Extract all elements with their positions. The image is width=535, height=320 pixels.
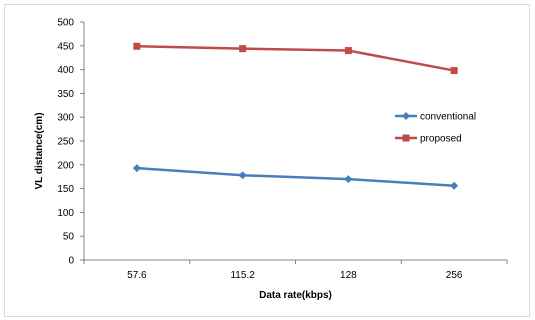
legend-item-proposed: proposed	[395, 134, 462, 145]
legend-marker	[402, 112, 410, 120]
chart-frame	[4, 4, 530, 317]
conventional-point	[132, 164, 141, 173]
legend-marker	[402, 134, 410, 142]
y-tick-label: 350	[57, 89, 74, 100]
legend-label: conventional	[420, 112, 476, 123]
y-tick-label: 200	[57, 160, 74, 171]
series-lines	[132, 42, 459, 190]
y-tick-label: 250	[57, 137, 74, 148]
y-tick-label: 50	[63, 232, 75, 243]
series-proposed	[133, 42, 458, 75]
x-axis-title: Data rate(kbps)	[259, 290, 332, 301]
conventional-point	[238, 171, 247, 180]
proposed-point	[450, 67, 458, 75]
y-tick-label: 300	[57, 113, 74, 124]
y-tick-label: 0	[68, 256, 74, 267]
legend-item-conventional: conventional	[395, 112, 476, 123]
y-tick-label: 150	[57, 184, 74, 195]
x-tick-label: 57.6	[127, 270, 147, 281]
legend: conventional proposed	[395, 112, 476, 145]
conventional-point	[344, 175, 353, 184]
series-conventional	[132, 164, 459, 190]
x-axis: 57.6 115.2 128 256	[83, 259, 508, 281]
conventional-line	[136, 166, 455, 187]
y-tick-label: 450	[57, 41, 74, 52]
legend-label: proposed	[420, 134, 462, 145]
x-tick-label: 115.2	[230, 270, 255, 281]
x-tick-label: 256	[446, 270, 463, 281]
proposed-point	[133, 42, 141, 50]
proposed-point	[344, 47, 352, 55]
y-tick-label: 100	[57, 208, 74, 219]
y-tick-label: 400	[57, 65, 74, 76]
y-axis: 0 50 100 150 200 250 300 350 400 450 500	[57, 18, 85, 267]
x-tick-label: 128	[340, 270, 357, 281]
y-axis-title: VL distance(cm)	[34, 112, 45, 189]
y-tick-label: 500	[57, 18, 74, 29]
proposed-point	[239, 45, 247, 53]
proposed-line	[136, 45, 455, 72]
conventional-point	[450, 181, 459, 190]
